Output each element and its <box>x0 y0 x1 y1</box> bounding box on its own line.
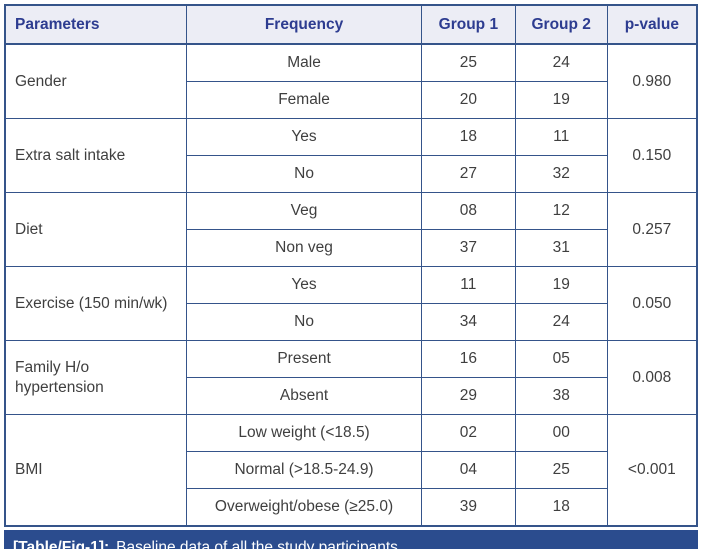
group1-cell: 11 <box>420 266 516 304</box>
group2-cell: 25 <box>514 451 608 489</box>
table-row: Non veg 37 31 <box>5 229 697 267</box>
table-row: Female 20 19 <box>5 81 697 119</box>
header-parameters: Parameters <box>4 4 188 45</box>
table-row: Extra salt intake Yes 18 11 0.150 <box>4 118 698 193</box>
header-group2: Group 2 <box>514 4 608 45</box>
table-row: Gender Male 25 24 0.980 <box>4 43 698 119</box>
frequency-cell: Yes <box>186 118 422 156</box>
param-cell-diet: Diet <box>4 192 188 267</box>
table-caption: [Table/Fig-1]: Baseline data of all the … <box>4 530 698 549</box>
group1-cell: 27 <box>420 155 516 193</box>
header-group1: Group 1 <box>420 4 516 45</box>
group2-cell: 05 <box>514 340 608 378</box>
caption-label: [Table/Fig-1]: <box>13 538 110 549</box>
group1-cell: 34 <box>420 303 516 341</box>
group2-cell: 11 <box>514 118 608 156</box>
param-cell-gender: Gender <box>4 43 188 119</box>
table-row: No 27 32 <box>5 155 697 193</box>
pvalue-cell-gender: 0.980 <box>606 43 698 119</box>
param-cell-salt: Extra salt intake <box>4 118 188 193</box>
group2-cell: 19 <box>514 266 608 304</box>
group2-cell: 24 <box>514 303 608 341</box>
group1-cell: 39 <box>420 488 516 527</box>
frequency-cell: Yes <box>186 266 422 304</box>
header-frequency: Frequency <box>186 4 422 45</box>
group1-cell: 16 <box>420 340 516 378</box>
frequency-cell: Non veg <box>186 229 422 267</box>
group2-cell: 24 <box>514 43 608 82</box>
pvalue-cell-diet: 0.257 <box>606 192 698 267</box>
group2-cell: 12 <box>514 192 608 230</box>
frequency-cell: Overweight/obese (≥25.0) <box>186 488 422 527</box>
baseline-data-table: Parameters Frequency Group 1 Group 2 p-v… <box>4 4 698 527</box>
table-row: Diet Veg 08 12 0.257 <box>4 192 698 267</box>
header-row: Parameters Frequency Group 1 Group 2 p-v… <box>4 4 698 45</box>
table-row: Absent 29 38 <box>5 377 697 415</box>
group1-cell: 02 <box>420 414 516 452</box>
frequency-cell: Male <box>186 43 422 82</box>
frequency-cell: Female <box>186 81 422 119</box>
group2-cell: 32 <box>514 155 608 193</box>
group2-cell: 38 <box>514 377 608 415</box>
header-pvalue: p-value <box>606 4 698 45</box>
frequency-cell: Absent <box>186 377 422 415</box>
table-row: Exercise (150 min/wk) Yes 11 19 0.050 <box>4 266 698 341</box>
group1-cell: 04 <box>420 451 516 489</box>
group1-cell: 18 <box>420 118 516 156</box>
frequency-cell: Normal (>18.5-24.9) <box>186 451 422 489</box>
group2-cell: 18 <box>514 488 608 527</box>
table-row: Normal (>18.5-24.9) 04 25 <box>5 451 697 489</box>
group2-cell: 00 <box>514 414 608 452</box>
table-row: Family H/o hypertension Present 16 05 0.… <box>4 340 698 415</box>
pvalue-cell-exercise: 0.050 <box>606 266 698 341</box>
group1-cell: 08 <box>420 192 516 230</box>
group1-cell: 37 <box>420 229 516 267</box>
group1-cell: 29 <box>420 377 516 415</box>
frequency-cell: Present <box>186 340 422 378</box>
pvalue-cell-bmi: <0.001 <box>606 414 698 527</box>
group1-cell: 20 <box>420 81 516 119</box>
group1-cell: 25 <box>420 43 516 82</box>
pvalue-cell-family-history: 0.008 <box>606 340 698 415</box>
frequency-cell: Low weight (<18.5) <box>186 414 422 452</box>
param-cell-family-history: Family H/o hypertension <box>4 340 188 415</box>
frequency-cell: No <box>186 155 422 193</box>
table-row: No 34 24 <box>5 303 697 341</box>
param-cell-exercise: Exercise (150 min/wk) <box>4 266 188 341</box>
param-cell-bmi: BMI <box>4 414 188 527</box>
table-row: Overweight/obese (≥25.0) 39 18 <box>5 488 697 527</box>
group2-cell: 31 <box>514 229 608 267</box>
pvalue-cell-salt: 0.150 <box>606 118 698 193</box>
group2-cell: 19 <box>514 81 608 119</box>
caption-text: Baseline data of all the study participa… <box>116 538 403 549</box>
table-row: BMI Low weight (<18.5) 02 00 <0.001 <box>4 414 698 527</box>
frequency-cell: Veg <box>186 192 422 230</box>
frequency-cell: No <box>186 303 422 341</box>
